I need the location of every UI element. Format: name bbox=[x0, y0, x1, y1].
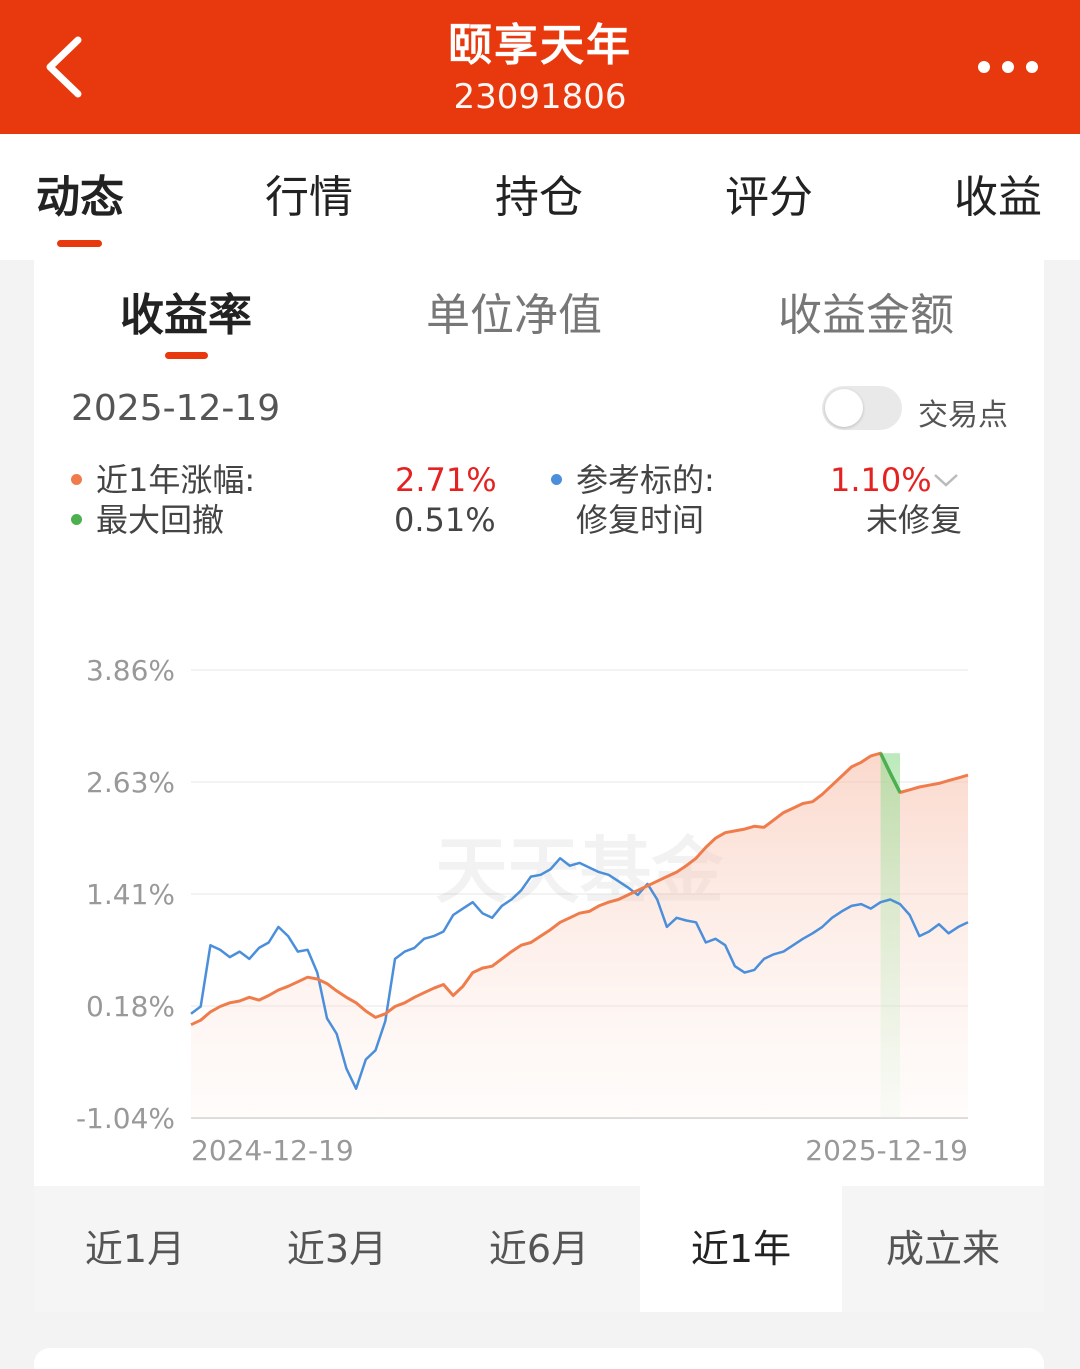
subtab-unit-nav[interactable]: 单位净值 bbox=[426, 290, 602, 341]
x-tick-label-start: 2024-12-19 bbox=[191, 1134, 354, 1167]
period-1m[interactable]: 近1月 bbox=[84, 1227, 186, 1271]
recovery-label: 修复时间 bbox=[576, 501, 705, 539]
fund-series-line bbox=[190, 751, 969, 1027]
tab-dynamics[interactable]: 动态 bbox=[36, 172, 124, 223]
tab-rating[interactable]: 评分 bbox=[725, 172, 813, 223]
next-card bbox=[34, 1348, 1044, 1369]
period-since-inception[interactable]: 成立来 bbox=[885, 1227, 1000, 1271]
benchmark-legend-dot bbox=[551, 474, 562, 485]
period-6m[interactable]: 近6月 bbox=[488, 1227, 590, 1271]
fund-code: 23091806 bbox=[453, 77, 627, 117]
toggle-knob bbox=[825, 389, 863, 427]
drawdown-value: 0.51% bbox=[394, 501, 496, 539]
return-value: 2.71% bbox=[395, 461, 497, 499]
chart-date: 2025-12-19 bbox=[71, 388, 281, 429]
trade-points-label: 交易点 bbox=[918, 398, 1008, 433]
y-tick-label: 0.18% bbox=[86, 990, 175, 1023]
trade-points-toggle[interactable] bbox=[822, 386, 902, 430]
active-subtab-indicator bbox=[165, 352, 208, 359]
more-horizontal-icon[interactable] bbox=[976, 52, 1040, 82]
x-tick-label-end: 2025-12-19 bbox=[805, 1134, 968, 1167]
y-tick-label: 3.86% bbox=[86, 654, 175, 687]
y-tick-label: 2.63% bbox=[86, 766, 175, 799]
performance-card: 收益率 单位净值 收益金额 2025-12-19 交易点 近1年涨幅: 2.71… bbox=[34, 260, 1044, 1312]
return-label: 近1年涨幅: bbox=[96, 461, 256, 499]
benchmark-value: 1.10% bbox=[830, 461, 932, 499]
recovery-value: 未修复 bbox=[866, 501, 963, 539]
fund-legend-dot bbox=[71, 474, 82, 485]
period-3m[interactable]: 近3月 bbox=[286, 1227, 388, 1271]
app-header: 颐享天年 23091806 bbox=[0, 0, 1080, 134]
drawdown-label: 最大回撤 bbox=[96, 501, 225, 539]
tab-earnings[interactable]: 收益 bbox=[954, 172, 1042, 223]
y-tick-label: -1.04% bbox=[76, 1102, 175, 1135]
title-block: 颐享天年 23091806 bbox=[0, 18, 1080, 120]
fund-name: 颐享天年 bbox=[448, 20, 632, 71]
benchmark-label: 参考标的: bbox=[576, 461, 715, 499]
main-tab-bar: 动态 行情 持仓 评分 收益 bbox=[0, 134, 1080, 260]
return-chart[interactable]: 3.86% 2.63% 1.41% 0.18% -1.04% 天天基金 2024-12-19… bbox=[34, 640, 1044, 1180]
tab-holdings[interactable]: 持仓 bbox=[495, 172, 583, 223]
return-chart-svg: 3.86%2.63%1.41%0.18%-1.04%天天基金2024-12-19… bbox=[76, 654, 969, 1167]
subtab-return-rate[interactable]: 收益率 bbox=[120, 290, 252, 341]
tab-market[interactable]: 行情 bbox=[265, 172, 353, 223]
drawdown-segment bbox=[879, 752, 902, 794]
y-tick-label: 1.41% bbox=[86, 878, 175, 911]
drawdown-band bbox=[880, 753, 901, 1118]
chevron-down-icon[interactable] bbox=[932, 470, 960, 490]
fund-area bbox=[191, 753, 968, 1118]
chevron-left-icon[interactable] bbox=[40, 34, 90, 100]
subtab-earnings-amount[interactable]: 收益金额 bbox=[778, 290, 954, 341]
active-tab-indicator bbox=[57, 240, 102, 247]
drawdown-legend-dot bbox=[71, 514, 82, 525]
period-selector: 近1月 近3月 近6月 近1年 成立来 bbox=[34, 1186, 1044, 1312]
benchmark-series-line bbox=[190, 857, 969, 1090]
period-1y[interactable]: 近1年 bbox=[640, 1186, 842, 1312]
